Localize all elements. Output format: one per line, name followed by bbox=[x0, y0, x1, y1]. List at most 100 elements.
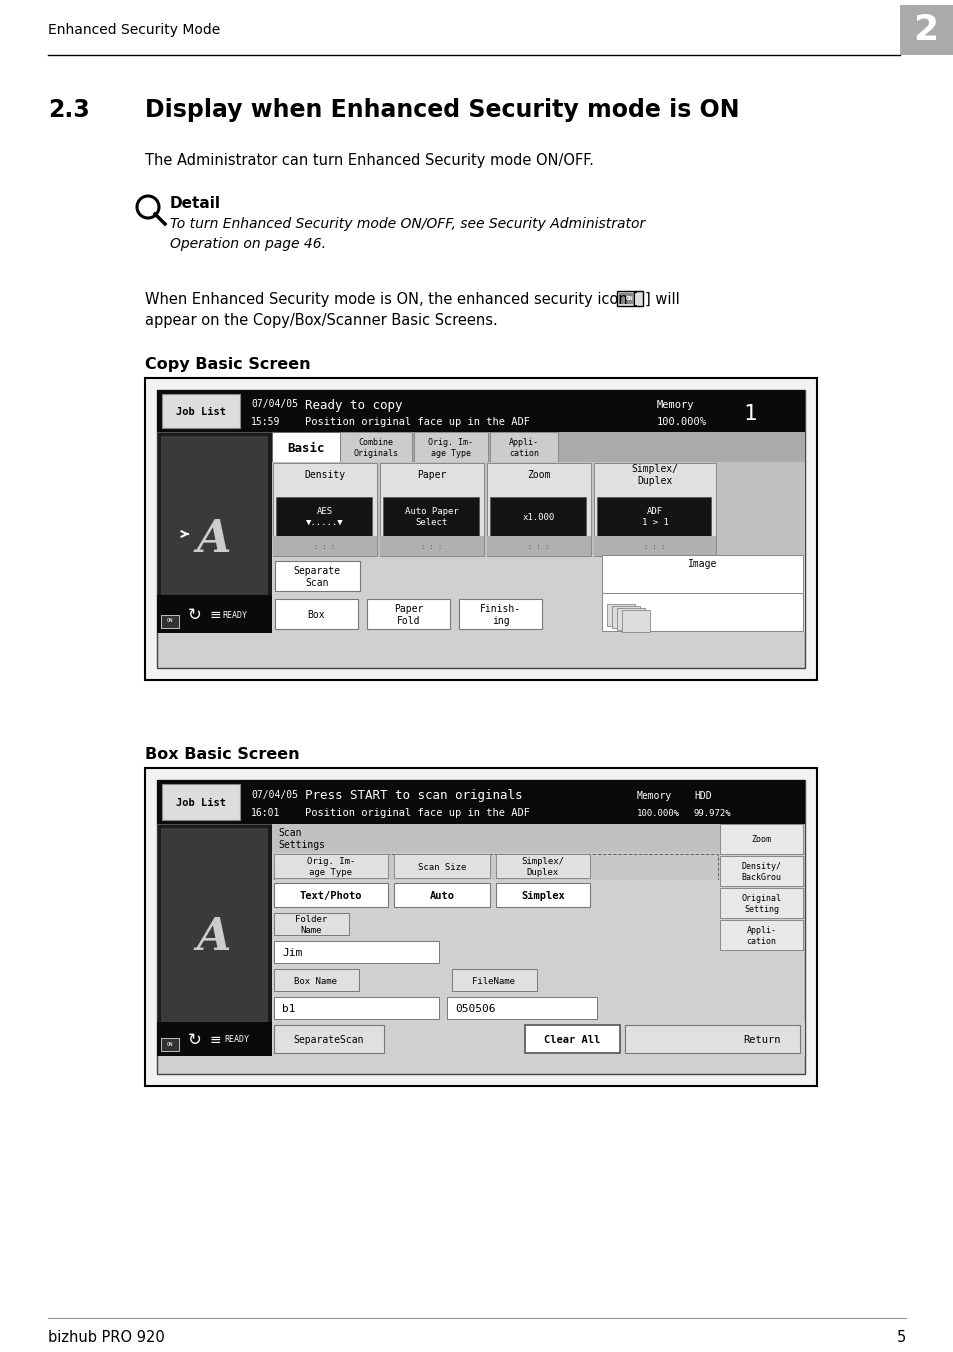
Bar bbox=[621, 610, 649, 631]
Bar bbox=[394, 883, 490, 907]
Bar bbox=[272, 433, 804, 462]
Text: Simplex: Simplex bbox=[520, 891, 564, 900]
Text: ] will: ] will bbox=[644, 292, 679, 307]
Text: ON: ON bbox=[625, 296, 633, 301]
Text: Copy Basic Screen: Copy Basic Screen bbox=[145, 357, 311, 372]
Text: bizhub PRO 920: bizhub PRO 920 bbox=[48, 1330, 165, 1345]
Bar bbox=[157, 595, 272, 633]
Text: Appli-
cation: Appli- cation bbox=[509, 438, 538, 458]
Text: When Enhanced Security mode is ON, the enhanced security icon [: When Enhanced Security mode is ON, the e… bbox=[145, 292, 638, 307]
Bar bbox=[447, 996, 597, 1019]
Bar bbox=[274, 883, 388, 907]
Bar bbox=[272, 1022, 804, 1056]
Text: Scan Size: Scan Size bbox=[417, 863, 466, 872]
Text: Orig. Im-
age Type: Orig. Im- age Type bbox=[307, 857, 355, 876]
Bar bbox=[274, 854, 388, 877]
Text: Combine
Originals: Combine Originals bbox=[354, 438, 398, 458]
Bar bbox=[275, 498, 372, 539]
Bar bbox=[161, 1038, 179, 1051]
Text: Box Basic Screen: Box Basic Screen bbox=[145, 748, 299, 763]
Text: 100.000%: 100.000% bbox=[637, 808, 679, 818]
Text: SeparateScan: SeparateScan bbox=[294, 1036, 364, 1045]
Bar bbox=[274, 996, 438, 1019]
Text: 16:01: 16:01 bbox=[251, 808, 280, 818]
Text: Auto: Auto bbox=[429, 891, 454, 900]
Text: Return: Return bbox=[743, 1036, 781, 1045]
Bar bbox=[379, 535, 483, 556]
Text: Box Name: Box Name bbox=[294, 976, 337, 986]
Text: Ready to copy: Ready to copy bbox=[305, 399, 402, 411]
Text: Folder
Name: Folder Name bbox=[294, 915, 327, 934]
Text: Scan
Settings: Scan Settings bbox=[277, 829, 325, 850]
Text: : : :: : : : bbox=[421, 544, 442, 550]
Text: Text/Photo: Text/Photo bbox=[299, 891, 362, 900]
Text: Simplex/
Duplex: Simplex/ Duplex bbox=[631, 464, 678, 485]
Bar bbox=[490, 498, 585, 539]
Text: Memory: Memory bbox=[657, 400, 694, 410]
Text: READY: READY bbox=[222, 611, 247, 619]
Bar bbox=[394, 854, 490, 877]
Text: Finish-
ing: Finish- ing bbox=[479, 604, 520, 626]
Text: ≡: ≡ bbox=[209, 608, 220, 622]
Text: Simplex/
Duplex: Simplex/ Duplex bbox=[521, 857, 564, 876]
Text: 050506: 050506 bbox=[455, 1005, 495, 1014]
Bar bbox=[145, 768, 816, 1086]
Text: : : :: : : : bbox=[643, 544, 665, 550]
Text: FileName: FileName bbox=[472, 976, 515, 986]
Text: ≡: ≡ bbox=[209, 1033, 220, 1046]
Bar bbox=[272, 557, 804, 595]
Text: 07/04/05: 07/04/05 bbox=[251, 790, 297, 800]
Bar bbox=[273, 535, 376, 556]
Bar bbox=[618, 293, 633, 304]
Bar bbox=[606, 604, 635, 626]
Text: 5: 5 bbox=[896, 1330, 905, 1345]
Text: Image: Image bbox=[687, 558, 717, 569]
Bar bbox=[157, 780, 804, 1073]
Text: Jim: Jim bbox=[282, 948, 302, 959]
Bar bbox=[458, 599, 541, 629]
Bar bbox=[597, 498, 710, 539]
Bar bbox=[496, 883, 589, 907]
Text: Enhanced Security Mode: Enhanced Security Mode bbox=[48, 23, 220, 37]
Bar bbox=[274, 1025, 384, 1053]
Bar bbox=[272, 433, 339, 462]
Bar bbox=[339, 433, 412, 462]
Text: ↻: ↻ bbox=[188, 1032, 202, 1049]
Bar bbox=[382, 498, 478, 539]
Bar bbox=[617, 608, 644, 630]
Text: x1.000: x1.000 bbox=[522, 512, 555, 522]
Bar bbox=[274, 969, 358, 991]
Bar bbox=[601, 594, 802, 631]
Bar bbox=[274, 854, 718, 906]
Text: Appli-
cation: Appli- cation bbox=[745, 926, 776, 945]
Text: Job List: Job List bbox=[175, 407, 226, 416]
Bar bbox=[452, 969, 537, 991]
Text: : : :: : : : bbox=[528, 544, 549, 550]
Text: 07/04/05: 07/04/05 bbox=[251, 399, 297, 410]
Bar bbox=[161, 827, 268, 1028]
Text: Zoom: Zoom bbox=[751, 836, 771, 845]
Text: Display when Enhanced Security mode is ON: Display when Enhanced Security mode is O… bbox=[145, 97, 739, 122]
Text: Paper
Fold: Paper Fold bbox=[394, 604, 423, 626]
Bar bbox=[379, 462, 483, 556]
Text: Zoom: Zoom bbox=[527, 470, 550, 480]
Bar bbox=[274, 941, 438, 963]
Text: 1: 1 bbox=[742, 404, 756, 425]
Bar bbox=[274, 599, 357, 629]
Text: Clear All: Clear All bbox=[543, 1036, 599, 1045]
Bar bbox=[157, 1022, 272, 1056]
Text: Job List: Job List bbox=[175, 798, 226, 808]
Text: Orig. Im-
age Type: Orig. Im- age Type bbox=[428, 438, 473, 458]
Bar bbox=[272, 880, 720, 910]
Text: Memory: Memory bbox=[637, 791, 672, 800]
Bar bbox=[414, 433, 488, 462]
Bar bbox=[486, 535, 590, 556]
Bar bbox=[899, 5, 953, 55]
Bar bbox=[272, 938, 720, 965]
Bar bbox=[617, 291, 642, 306]
Bar bbox=[157, 595, 804, 633]
Bar bbox=[612, 606, 639, 627]
Bar bbox=[720, 823, 802, 854]
Bar bbox=[601, 556, 802, 594]
Bar bbox=[157, 389, 804, 668]
